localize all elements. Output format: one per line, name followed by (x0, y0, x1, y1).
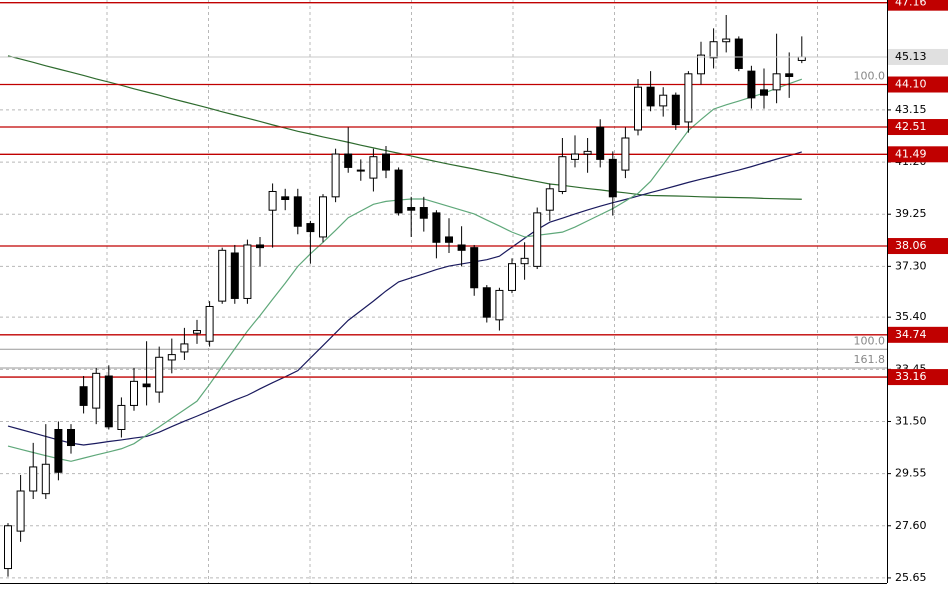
candle-body (760, 89, 768, 96)
candle-body (4, 525, 12, 570)
moving-average-line (7, 78, 803, 462)
candle-body (520, 257, 529, 265)
level-label: 42.51 (895, 120, 927, 133)
level-label-box (888, 76, 948, 93)
candle-body (193, 330, 201, 334)
moving-average-line (7, 151, 802, 446)
candle-body (344, 153, 353, 168)
candle-body (482, 287, 491, 318)
candle-body (457, 244, 466, 251)
candle-body (508, 263, 516, 291)
candle-body (797, 56, 806, 61)
y-tick-label: 27.60 (895, 519, 927, 532)
candle-body (722, 38, 731, 43)
level-label: 34.74 (895, 328, 927, 341)
level-label-box (888, 119, 948, 136)
candle-body (621, 137, 630, 171)
candle-body (306, 223, 315, 233)
level-label-box (888, 0, 948, 11)
last-price-label: 45.13 (895, 50, 927, 63)
level-label-box (888, 146, 948, 163)
candle-body (671, 94, 680, 126)
y-tick-label: 25.65 (895, 571, 927, 584)
candle-body (445, 236, 453, 243)
candle-body (130, 380, 138, 406)
candle-body (293, 196, 302, 227)
candle-body (331, 153, 340, 198)
fib-label: 100.0 (854, 70, 886, 83)
candle-body (571, 153, 579, 160)
fib-label: 161.8 (854, 353, 886, 366)
candle-body (697, 54, 705, 75)
candle-body (369, 156, 378, 179)
candle-body (634, 86, 642, 131)
level-label-box (888, 326, 948, 343)
candle-body (382, 153, 390, 171)
candle-body (533, 212, 542, 267)
candle-body (432, 212, 441, 243)
candle-body (785, 73, 794, 77)
candle-body (659, 94, 668, 107)
candle-body (407, 207, 416, 211)
candle-body (747, 70, 756, 99)
candle-body (230, 252, 239, 299)
candle-body (646, 86, 655, 107)
candle-body (596, 126, 605, 160)
level-label: 33.16 (895, 370, 927, 383)
candle-body (545, 188, 554, 211)
y-tick-label: 43.15 (895, 103, 927, 116)
y-tick-label: 35.40 (895, 310, 927, 323)
candle-body (79, 386, 88, 406)
candle-body (558, 156, 567, 192)
candle-body (319, 196, 327, 238)
candle-body (155, 356, 164, 393)
candle-body (394, 169, 403, 214)
candle-body (243, 244, 252, 299)
candle-body (104, 375, 113, 428)
candle-body (180, 343, 189, 353)
y-tick-label: 37.30 (895, 259, 927, 272)
candle-body (142, 383, 151, 388)
candle-body (709, 41, 718, 59)
candle-body (67, 428, 75, 447)
candle-body (268, 190, 277, 211)
level-label-box (888, 369, 948, 386)
candle-body (167, 354, 176, 361)
y-tick-label: 39.25 (895, 207, 927, 220)
last-price-box (888, 48, 948, 65)
candle-body (281, 196, 290, 201)
candle-body (356, 169, 365, 172)
candle-body (470, 247, 479, 289)
fib-label: 100.0 (854, 334, 886, 347)
level-label: 47.16 (895, 0, 927, 9)
candle-body (117, 404, 126, 430)
candle-body (772, 73, 781, 91)
candle-body (256, 244, 264, 249)
candle-body (205, 305, 214, 342)
y-tick-label: 29.55 (895, 467, 927, 480)
level-label: 44.10 (895, 78, 927, 91)
level-label-box (888, 238, 948, 255)
candle-body (684, 73, 693, 123)
candle-body (583, 150, 592, 155)
level-label: 41.49 (895, 147, 927, 160)
candle-body (218, 249, 227, 302)
candle-body (41, 463, 50, 495)
candle-body (54, 428, 63, 473)
candle-body (495, 289, 504, 321)
candle-body (92, 372, 101, 409)
level-label: 38.06 (895, 239, 927, 252)
candle-body (419, 207, 428, 219)
y-tick-label: 31.50 (895, 414, 927, 427)
vertical-grid (106, 0, 818, 583)
candle-body (734, 38, 743, 69)
candle-body (608, 158, 617, 198)
candle-body (29, 466, 38, 492)
candle-body (16, 490, 25, 532)
